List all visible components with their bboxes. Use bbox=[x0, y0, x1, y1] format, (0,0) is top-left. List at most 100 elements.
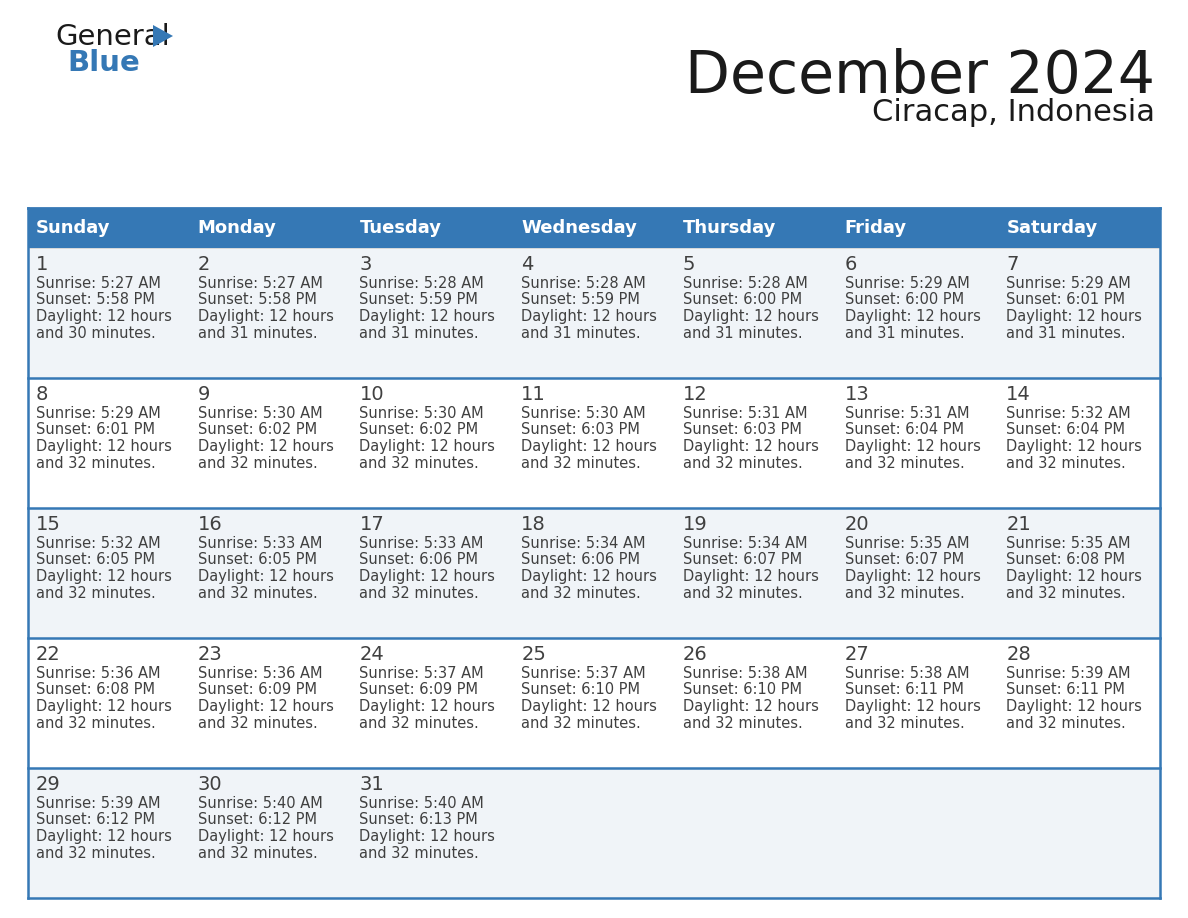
Bar bbox=[998, 638, 1159, 768]
Text: Daylight: 12 hours: Daylight: 12 hours bbox=[522, 569, 657, 584]
Text: Sunrise: 5:27 AM: Sunrise: 5:27 AM bbox=[197, 276, 323, 291]
Bar bbox=[836, 508, 998, 638]
Bar bbox=[513, 508, 675, 638]
Bar bbox=[836, 208, 998, 248]
Text: 17: 17 bbox=[360, 515, 384, 534]
Text: Sunset: 5:58 PM: Sunset: 5:58 PM bbox=[197, 293, 316, 308]
Text: 11: 11 bbox=[522, 385, 546, 404]
Text: and 31 minutes.: and 31 minutes. bbox=[845, 326, 965, 341]
Text: Sunset: 6:06 PM: Sunset: 6:06 PM bbox=[522, 553, 640, 567]
Text: Daylight: 12 hours: Daylight: 12 hours bbox=[360, 569, 495, 584]
Bar bbox=[513, 638, 675, 768]
Text: Daylight: 12 hours: Daylight: 12 hours bbox=[683, 569, 819, 584]
Text: Sunrise: 5:29 AM: Sunrise: 5:29 AM bbox=[36, 406, 160, 421]
Text: Sunset: 6:12 PM: Sunset: 6:12 PM bbox=[197, 812, 317, 827]
Text: Sunset: 6:05 PM: Sunset: 6:05 PM bbox=[36, 553, 154, 567]
Text: Daylight: 12 hours: Daylight: 12 hours bbox=[522, 439, 657, 454]
Text: 2: 2 bbox=[197, 255, 210, 274]
Text: Daylight: 12 hours: Daylight: 12 hours bbox=[845, 309, 980, 324]
Bar bbox=[513, 378, 675, 508]
Text: Sunset: 6:11 PM: Sunset: 6:11 PM bbox=[845, 682, 963, 698]
Text: and 32 minutes.: and 32 minutes. bbox=[1006, 715, 1126, 731]
Text: Sunrise: 5:35 AM: Sunrise: 5:35 AM bbox=[1006, 536, 1131, 551]
Text: Sunset: 6:01 PM: Sunset: 6:01 PM bbox=[1006, 293, 1125, 308]
Text: Blue: Blue bbox=[67, 49, 140, 77]
Text: Sunrise: 5:31 AM: Sunrise: 5:31 AM bbox=[845, 406, 969, 421]
Text: Sunday: Sunday bbox=[36, 219, 110, 237]
Text: and 32 minutes.: and 32 minutes. bbox=[360, 586, 479, 600]
Text: Sunset: 6:05 PM: Sunset: 6:05 PM bbox=[197, 553, 317, 567]
Text: Sunrise: 5:29 AM: Sunrise: 5:29 AM bbox=[1006, 276, 1131, 291]
Text: Daylight: 12 hours: Daylight: 12 hours bbox=[197, 439, 334, 454]
Text: December 2024: December 2024 bbox=[685, 48, 1155, 105]
Text: Sunset: 6:10 PM: Sunset: 6:10 PM bbox=[683, 682, 802, 698]
Text: Friday: Friday bbox=[845, 219, 906, 237]
Text: Sunrise: 5:30 AM: Sunrise: 5:30 AM bbox=[360, 406, 484, 421]
Text: Sunset: 6:02 PM: Sunset: 6:02 PM bbox=[360, 422, 479, 438]
Text: Sunrise: 5:28 AM: Sunrise: 5:28 AM bbox=[360, 276, 485, 291]
Text: Sunset: 6:09 PM: Sunset: 6:09 PM bbox=[360, 682, 479, 698]
Bar bbox=[513, 208, 675, 248]
Text: Daylight: 12 hours: Daylight: 12 hours bbox=[845, 699, 980, 714]
Text: and 32 minutes.: and 32 minutes. bbox=[197, 586, 317, 600]
Text: Daylight: 12 hours: Daylight: 12 hours bbox=[36, 569, 172, 584]
Text: Sunset: 5:58 PM: Sunset: 5:58 PM bbox=[36, 293, 154, 308]
Text: Sunset: 5:59 PM: Sunset: 5:59 PM bbox=[360, 293, 479, 308]
Text: and 31 minutes.: and 31 minutes. bbox=[360, 326, 479, 341]
Text: Sunrise: 5:34 AM: Sunrise: 5:34 AM bbox=[683, 536, 808, 551]
Text: Daylight: 12 hours: Daylight: 12 hours bbox=[1006, 569, 1142, 584]
Text: Sunset: 5:59 PM: Sunset: 5:59 PM bbox=[522, 293, 640, 308]
Text: 30: 30 bbox=[197, 775, 222, 794]
Text: Sunrise: 5:32 AM: Sunrise: 5:32 AM bbox=[1006, 406, 1131, 421]
Text: Sunrise: 5:36 AM: Sunrise: 5:36 AM bbox=[197, 666, 322, 681]
Text: and 32 minutes.: and 32 minutes. bbox=[522, 715, 640, 731]
Text: Sunrise: 5:33 AM: Sunrise: 5:33 AM bbox=[197, 536, 322, 551]
Text: Sunset: 6:08 PM: Sunset: 6:08 PM bbox=[36, 682, 154, 698]
Text: 24: 24 bbox=[360, 645, 384, 664]
Text: Sunrise: 5:33 AM: Sunrise: 5:33 AM bbox=[360, 536, 484, 551]
Bar bbox=[190, 508, 352, 638]
Text: 5: 5 bbox=[683, 255, 695, 274]
Text: and 31 minutes.: and 31 minutes. bbox=[522, 326, 640, 341]
Text: 20: 20 bbox=[845, 515, 870, 534]
Text: 28: 28 bbox=[1006, 645, 1031, 664]
Text: 3: 3 bbox=[360, 255, 372, 274]
Text: 31: 31 bbox=[360, 775, 384, 794]
Text: Daylight: 12 hours: Daylight: 12 hours bbox=[1006, 309, 1142, 324]
Text: and 32 minutes.: and 32 minutes. bbox=[1006, 586, 1126, 600]
Bar bbox=[998, 508, 1159, 638]
Text: Sunrise: 5:28 AM: Sunrise: 5:28 AM bbox=[522, 276, 646, 291]
Text: Sunrise: 5:40 AM: Sunrise: 5:40 AM bbox=[197, 796, 322, 811]
Text: Sunrise: 5:29 AM: Sunrise: 5:29 AM bbox=[845, 276, 969, 291]
Bar bbox=[352, 768, 513, 898]
Text: 4: 4 bbox=[522, 255, 533, 274]
Text: and 31 minutes.: and 31 minutes. bbox=[197, 326, 317, 341]
Bar bbox=[513, 768, 675, 898]
Bar bbox=[29, 208, 190, 248]
Text: General: General bbox=[55, 23, 170, 51]
Bar bbox=[190, 768, 352, 898]
Bar bbox=[675, 248, 836, 378]
Text: Sunset: 6:06 PM: Sunset: 6:06 PM bbox=[360, 553, 479, 567]
Bar bbox=[190, 248, 352, 378]
Bar bbox=[836, 638, 998, 768]
Text: and 32 minutes.: and 32 minutes. bbox=[683, 586, 803, 600]
Text: and 32 minutes.: and 32 minutes. bbox=[845, 586, 965, 600]
Text: 9: 9 bbox=[197, 385, 210, 404]
Text: and 32 minutes.: and 32 minutes. bbox=[36, 715, 156, 731]
Text: 23: 23 bbox=[197, 645, 222, 664]
Text: Sunrise: 5:32 AM: Sunrise: 5:32 AM bbox=[36, 536, 160, 551]
Bar bbox=[836, 378, 998, 508]
Bar bbox=[675, 638, 836, 768]
Text: 22: 22 bbox=[36, 645, 61, 664]
Text: 15: 15 bbox=[36, 515, 61, 534]
Text: and 32 minutes.: and 32 minutes. bbox=[197, 715, 317, 731]
Text: Sunrise: 5:39 AM: Sunrise: 5:39 AM bbox=[36, 796, 160, 811]
Text: 25: 25 bbox=[522, 645, 546, 664]
Text: Sunset: 6:07 PM: Sunset: 6:07 PM bbox=[845, 553, 963, 567]
Bar bbox=[513, 248, 675, 378]
Text: 21: 21 bbox=[1006, 515, 1031, 534]
Text: and 31 minutes.: and 31 minutes. bbox=[683, 326, 802, 341]
Text: Sunset: 6:10 PM: Sunset: 6:10 PM bbox=[522, 682, 640, 698]
Bar bbox=[352, 508, 513, 638]
